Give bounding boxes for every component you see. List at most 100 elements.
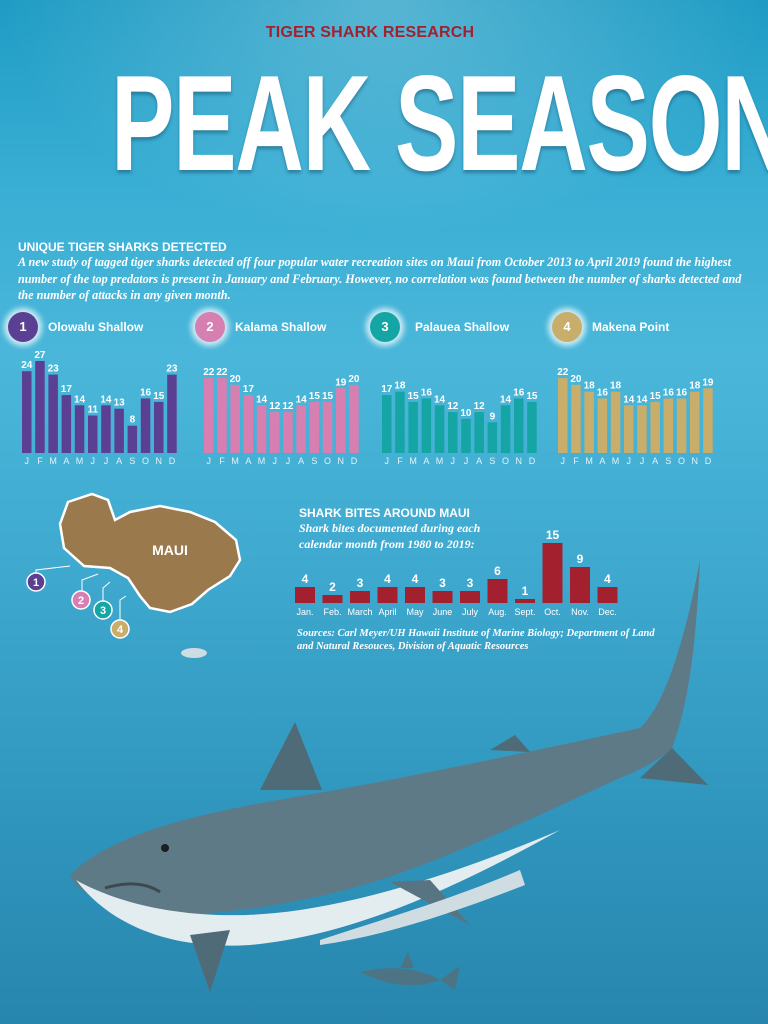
- bite-value-0: 4: [302, 572, 309, 586]
- bar-value-0-0: 24: [21, 360, 33, 371]
- bite-bar-4: [405, 587, 425, 603]
- bite-month-4: May: [406, 607, 424, 617]
- month-label-1-1: F: [219, 456, 225, 466]
- bar-1-7: [296, 405, 306, 453]
- bar-value-3-1: 20: [570, 374, 582, 385]
- bar-value-2-1: 18: [394, 381, 406, 392]
- bar-2-5: [448, 412, 458, 453]
- bar-value-1-6: 12: [282, 401, 294, 412]
- month-label-3-11: D: [705, 456, 712, 466]
- bar-3-7: [650, 401, 660, 453]
- month-label-1-7: A: [298, 456, 304, 466]
- chart-makena: 22 J 20 F 18 M 16 A 18 M 14 J 14 J 15 A 16 S 16 O 18 N 19 D: [557, 367, 714, 466]
- bar-value-0-7: 13: [114, 398, 126, 409]
- bar-value-2-7: 12: [474, 401, 486, 412]
- month-label-2-1: F: [397, 456, 403, 466]
- bite-month-2: March: [347, 607, 372, 617]
- month-label-3-2: M: [585, 456, 593, 466]
- detected-title: UNIQUE TIGER SHARKS DETECTED: [18, 240, 227, 254]
- bar-value-3-8: 16: [663, 387, 675, 398]
- bite-value-9: 15: [546, 528, 560, 542]
- month-label-2-10: N: [516, 456, 523, 466]
- month-label-0-11: D: [169, 456, 176, 466]
- sources: Sources: Carl Meyer/UH Hawaii Institute …: [297, 628, 655, 652]
- bar-value-0-3: 17: [61, 384, 73, 395]
- month-label-0-5: J: [91, 456, 96, 466]
- chart-olowalu: 24 J 27 F 23 M 17 A 14 M 11 J 14 J 13 A 8 S 16 O 15 N 23 D: [21, 350, 178, 466]
- bar-3-9: [676, 398, 687, 453]
- bar-1-1: [217, 378, 227, 453]
- bar-3-11: [703, 388, 713, 453]
- bar-value-0-6: 14: [100, 394, 112, 405]
- bar-value-0-4: 14: [74, 394, 86, 405]
- bite-value-11: 4: [604, 572, 611, 586]
- bar-0-8: [127, 425, 138, 453]
- bite-value-3: 4: [384, 572, 391, 586]
- bite-value-7: 6: [494, 564, 501, 578]
- bar-value-2-0: 17: [381, 384, 393, 395]
- bite-bar-8: [515, 599, 535, 603]
- bar-value-2-6: 10: [460, 408, 472, 419]
- bar-1-2: [230, 384, 240, 453]
- bar-2-7: [474, 412, 484, 453]
- month-label-2-4: M: [436, 456, 444, 466]
- month-label-3-8: S: [665, 456, 671, 466]
- map-marker-4-label: 4: [117, 624, 124, 636]
- bite-value-6: 3: [467, 576, 474, 590]
- month-label-3-6: J: [640, 456, 645, 466]
- bar-value-1-5: 12: [269, 401, 281, 412]
- map-marker-3: 3: [93, 600, 113, 620]
- month-label-2-9: O: [502, 456, 509, 466]
- month-label-2-3: A: [423, 456, 429, 466]
- maui-island-map: [58, 492, 242, 614]
- small-shark-illustration: [360, 952, 460, 990]
- month-label-0-6: J: [104, 456, 109, 466]
- month-label-0-8: S: [129, 456, 135, 466]
- month-label-1-11: D: [351, 456, 358, 466]
- bar-value-1-8: 15: [309, 391, 321, 402]
- bar-0-7: [114, 408, 124, 453]
- tiger-shark-illustration: [70, 560, 708, 992]
- bite-bar-5: [432, 591, 453, 603]
- month-label-1-5: J: [273, 456, 278, 466]
- bar-value-1-2: 20: [230, 374, 242, 385]
- detected-intro: A new study of tagged tiger sharks detec…: [18, 255, 742, 302]
- map-marker-2-label: 2: [78, 595, 84, 607]
- bar-1-11: [349, 384, 359, 453]
- month-label-3-1: F: [573, 456, 579, 466]
- site-name-1: Olowalu Shallow: [48, 320, 144, 334]
- bite-bar-9: [542, 543, 563, 603]
- bar-3-1: [571, 384, 581, 453]
- bite-month-0: Jan.: [296, 607, 313, 617]
- bar-value-1-3: 17: [243, 384, 255, 395]
- map-marker-2: 2: [71, 590, 91, 610]
- bar-value-1-4: 14: [256, 394, 268, 405]
- month-label-2-5: J: [451, 456, 456, 466]
- bar-value-0-5: 11: [87, 405, 98, 416]
- map-marker-3-label: 3: [100, 605, 106, 617]
- month-label-1-2: M: [231, 456, 239, 466]
- site-name-4: Makena Point: [592, 320, 670, 334]
- bar-value-1-1: 22: [216, 367, 228, 378]
- bite-month-9: Oct.: [544, 607, 561, 617]
- site-badge-1: 1: [8, 312, 38, 342]
- bite-bar-10: [570, 567, 590, 603]
- bite-month-6: July: [462, 607, 479, 617]
- bite-value-10: 9: [577, 552, 584, 566]
- bar-1-0: [204, 378, 214, 453]
- bar-0-4: [74, 405, 85, 453]
- month-label-1-9: O: [324, 456, 331, 466]
- bar-3-8: [663, 398, 674, 453]
- month-label-1-3: A: [245, 456, 251, 466]
- map-marker-1-label: 1: [33, 577, 39, 589]
- bar-2-11: [527, 401, 537, 453]
- bar-value-1-7: 14: [296, 394, 308, 405]
- month-label-2-11: D: [529, 456, 536, 466]
- month-label-3-9: O: [678, 456, 685, 466]
- bar-value-3-0: 22: [557, 367, 569, 378]
- bar-0-9: [140, 398, 151, 453]
- bar-value-2-2: 15: [408, 391, 420, 402]
- chart-palauea: 17 J 18 F 15 M 16 A 14 M 12 J 10 J 12 A 9 S 14 O 16 N 15 D: [381, 381, 538, 466]
- bite-month-3: April: [378, 607, 396, 617]
- month-label-2-0: J: [385, 456, 390, 466]
